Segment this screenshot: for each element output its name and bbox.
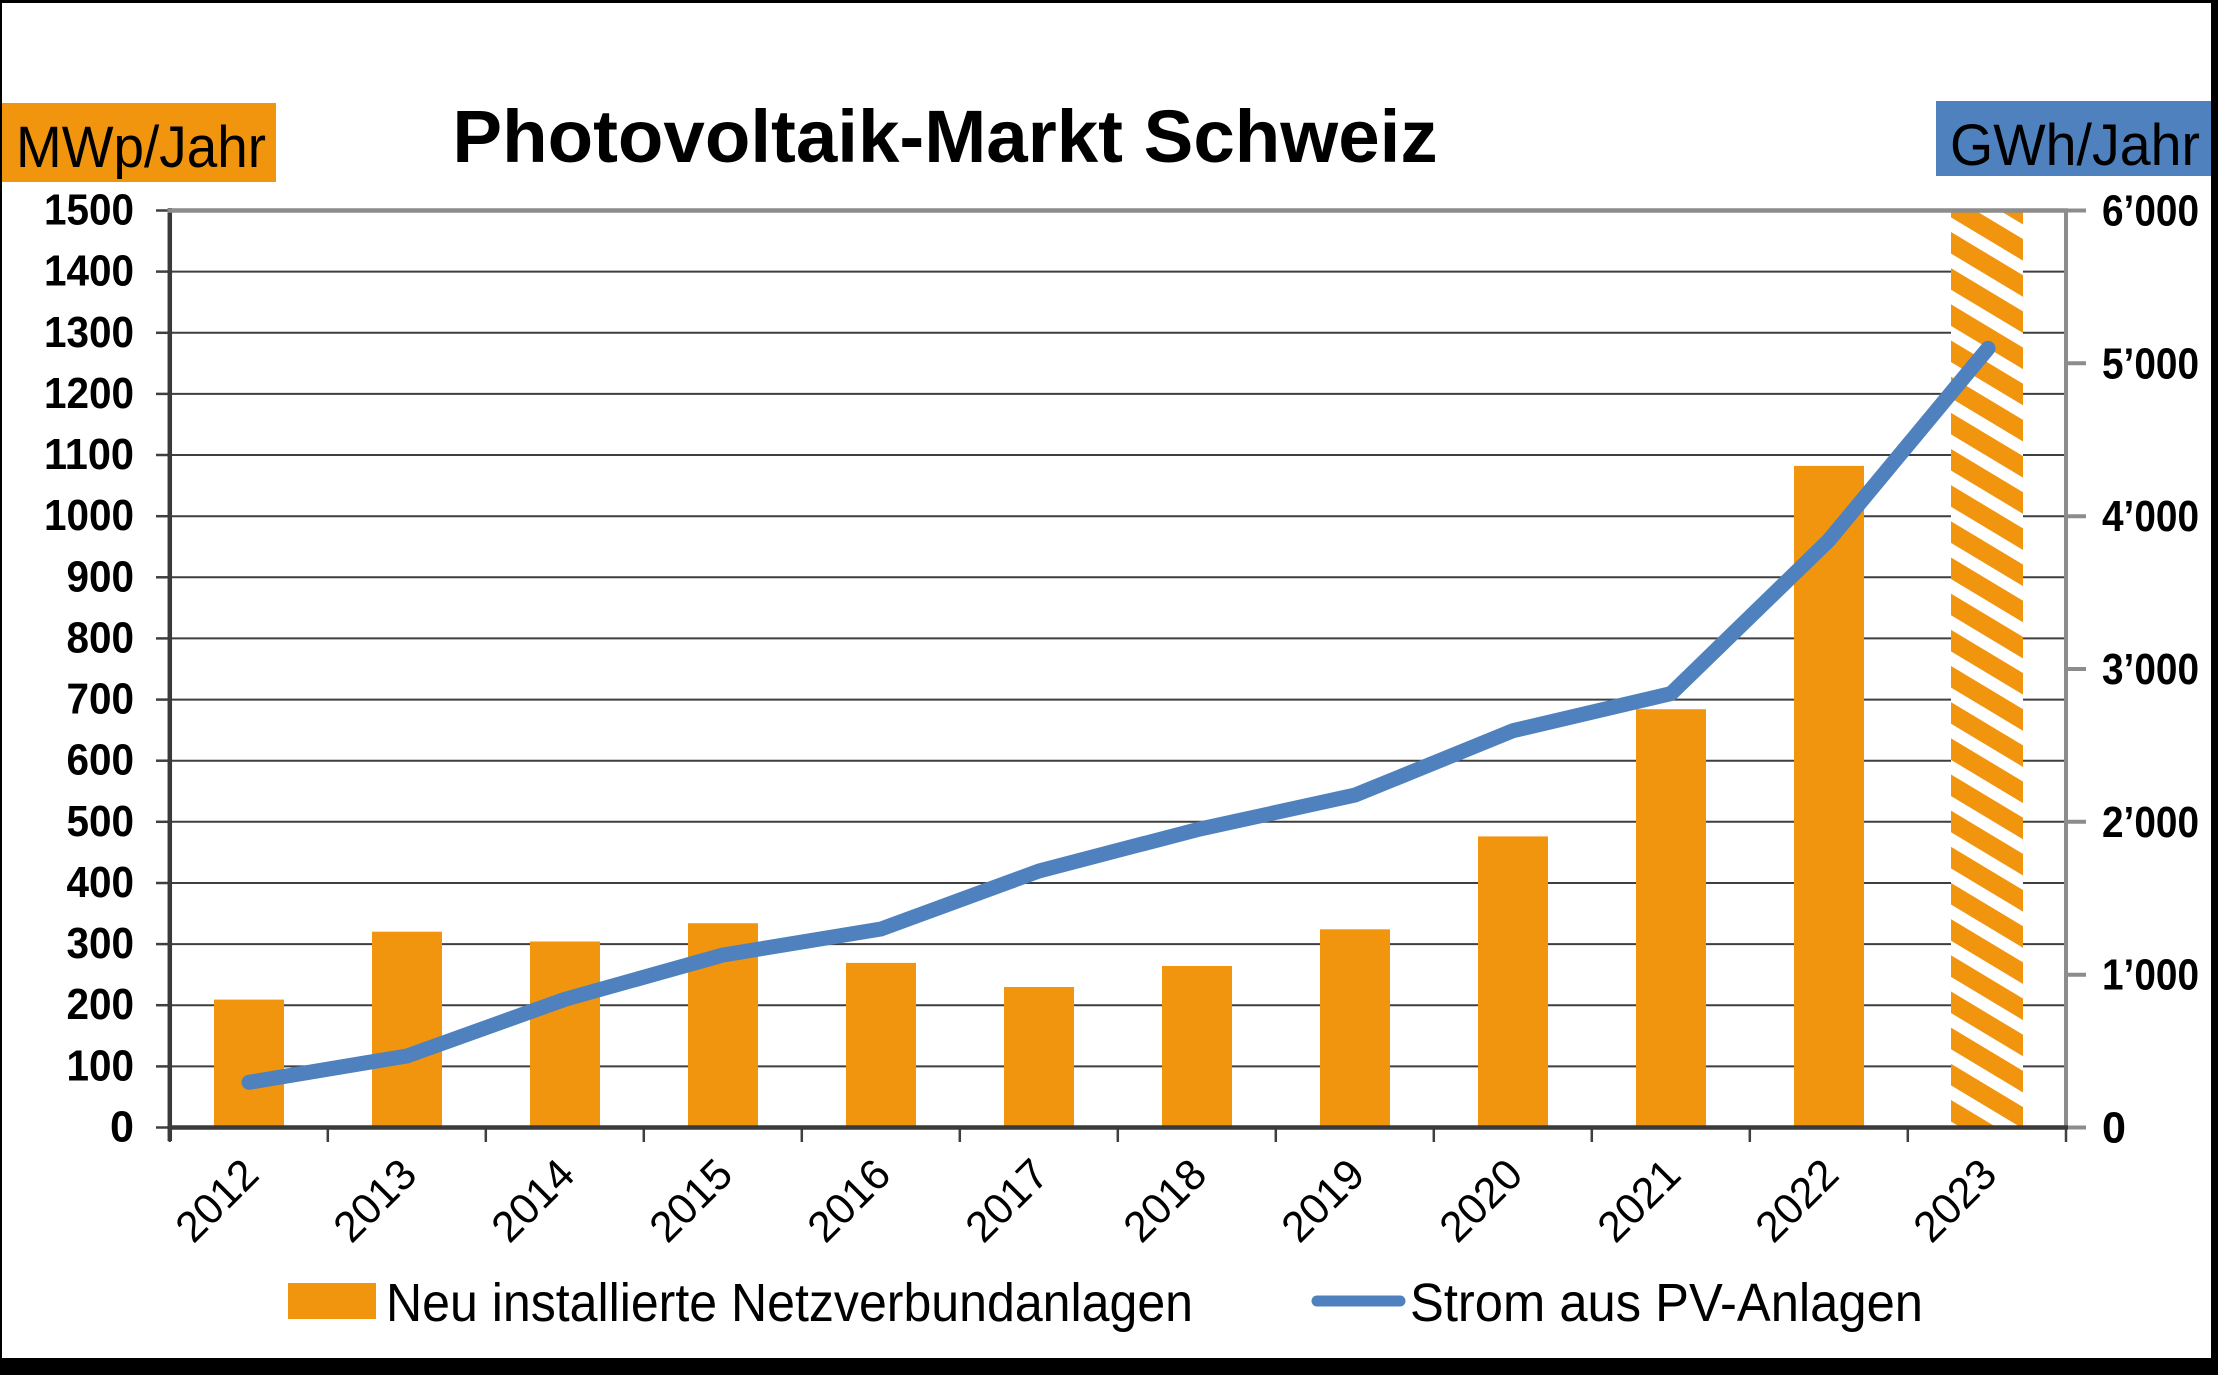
svg-text:3’000: 3’000 — [2102, 645, 2199, 694]
svg-text:Neu installierte Netzverbundan: Neu installierte Netzverbundanlagen — [386, 1273, 1193, 1333]
svg-text:Strom aus PV-Anlagen: Strom aus PV-Anlagen — [1410, 1273, 1923, 1333]
svg-text:2012: 2012 — [166, 1150, 268, 1252]
svg-text:GWh/Jahr: GWh/Jahr — [1950, 113, 2200, 178]
svg-text:2022: 2022 — [1746, 1150, 1848, 1252]
svg-text:1’000: 1’000 — [2102, 951, 2199, 1000]
svg-text:2019: 2019 — [1272, 1150, 1374, 1252]
svg-text:0: 0 — [110, 1103, 134, 1152]
svg-text:4’000: 4’000 — [2102, 492, 2199, 541]
svg-text:500: 500 — [67, 797, 135, 846]
svg-text:5’000: 5’000 — [2102, 339, 2199, 388]
svg-text:2014: 2014 — [482, 1150, 584, 1252]
svg-text:MWp/Jahr: MWp/Jahr — [16, 115, 266, 180]
svg-text:1300: 1300 — [44, 308, 134, 357]
svg-text:400: 400 — [67, 858, 135, 907]
svg-text:2016: 2016 — [798, 1150, 900, 1252]
svg-text:100: 100 — [67, 1041, 135, 1090]
svg-text:0: 0 — [2102, 1104, 2126, 1153]
svg-text:1400: 1400 — [44, 247, 134, 296]
svg-text:2015: 2015 — [640, 1150, 742, 1252]
svg-text:1000: 1000 — [44, 491, 134, 540]
svg-text:300: 300 — [67, 919, 135, 968]
svg-text:2013: 2013 — [324, 1150, 426, 1252]
svg-text:800: 800 — [67, 613, 135, 662]
svg-text:2’000: 2’000 — [2102, 798, 2199, 847]
svg-text:1200: 1200 — [44, 369, 134, 418]
svg-text:900: 900 — [67, 552, 135, 601]
svg-text:2017: 2017 — [956, 1150, 1058, 1252]
svg-text:Photovoltaik-Markt Schweiz: Photovoltaik-Markt Schweiz — [452, 95, 1437, 178]
svg-text:2021: 2021 — [1588, 1150, 1690, 1252]
svg-text:2023: 2023 — [1904, 1150, 2006, 1252]
svg-text:200: 200 — [67, 980, 135, 1029]
svg-text:1500: 1500 — [44, 186, 134, 235]
svg-text:2018: 2018 — [1114, 1150, 1216, 1252]
svg-text:700: 700 — [67, 675, 135, 724]
svg-text:6’000: 6’000 — [2102, 187, 2199, 236]
svg-text:600: 600 — [67, 736, 135, 785]
svg-text:2020: 2020 — [1430, 1150, 1532, 1252]
svg-text:1100: 1100 — [44, 430, 134, 479]
